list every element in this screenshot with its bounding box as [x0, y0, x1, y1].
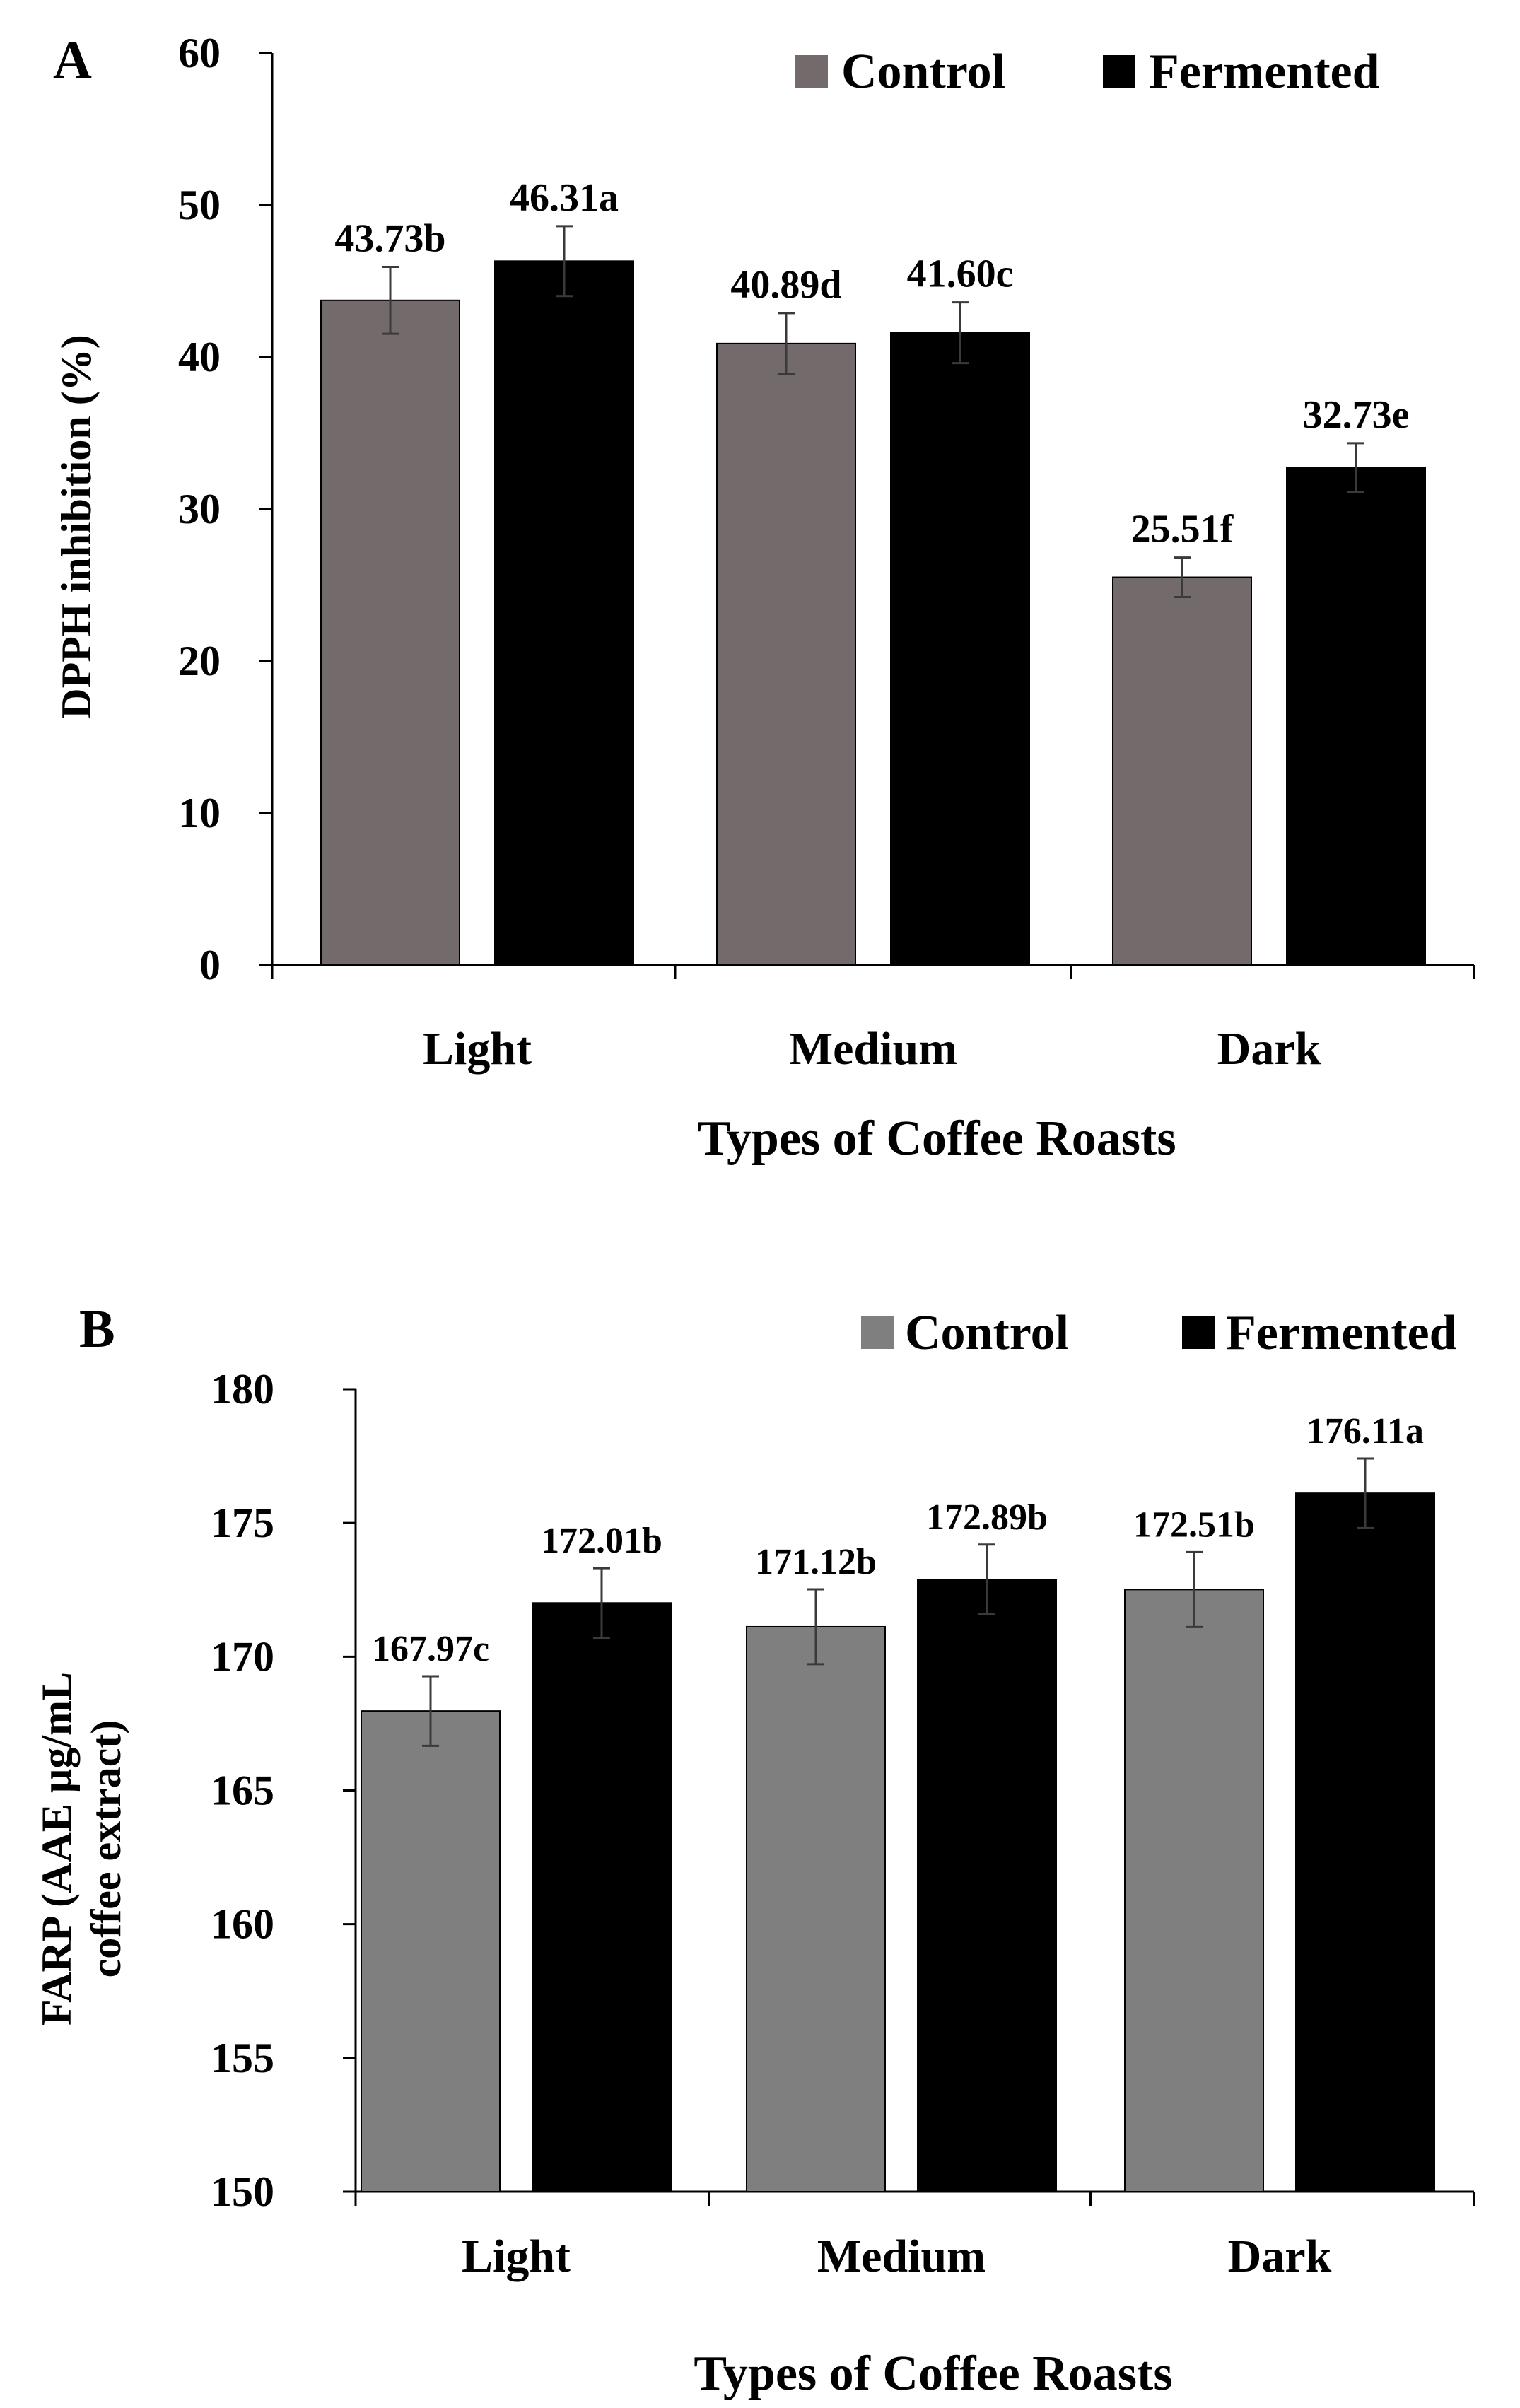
data-label: 172.01b — [541, 1521, 662, 1561]
chart-a-marks — [259, 52, 1475, 979]
bar-control-dark — [1112, 576, 1252, 966]
chart-a-x-categories: Light Medium Dark — [423, 1023, 1321, 1075]
legend-swatch-fermented — [1182, 1316, 1215, 1349]
chart-b-x-axis-title: Types of Coffee Roasts — [694, 2346, 1172, 2401]
x-category-label: Dark — [1217, 1023, 1321, 1075]
x-category-label: Medium — [789, 1023, 957, 1075]
y-tick-label: 150 — [211, 2168, 274, 2215]
x-category-label: Dark — [1228, 2231, 1332, 2282]
legend-swatch-fermented — [1103, 55, 1135, 88]
chart-b-farp: B Control Fermented FARP (AAE µg/mL coff… — [33, 1299, 1475, 2401]
bar-fermented-medium — [917, 1578, 1057, 2193]
chart-b-data-labels: 167.97c 171.12b 172.51b 172.01b 172.89b … — [372, 1411, 1424, 1669]
legend-label-control: Control — [841, 45, 1005, 99]
legend-label-control: Control — [905, 1306, 1069, 1360]
legend-label-fermented: Fermented — [1226, 1306, 1457, 1360]
chart-b-x-categories: Light Medium Dark — [462, 2231, 1332, 2282]
chart-b-y-axis-title-line2: coffee extract) — [83, 1720, 129, 1978]
bar-control-medium — [716, 342, 856, 966]
legend-swatch-control — [795, 55, 828, 88]
y-tick-label: 180 — [211, 1366, 274, 1413]
x-category-label: Light — [462, 2231, 571, 2282]
y-tick-label: 40 — [178, 334, 221, 380]
y-tick-label: 175 — [211, 1500, 274, 1546]
bar-fermented-light — [494, 260, 634, 966]
y-tick-label: 155 — [211, 2035, 274, 2081]
chart-a-y-axis-title: DPPH inhibition (%) — [53, 334, 100, 718]
chart-a-dpph: A Control Fermented DPPH inhibition (%) … — [53, 30, 1475, 1166]
chart-b-marks — [343, 1388, 1475, 2206]
chart-b-y-ticks: 150 155 160 165 170 175 180 — [211, 1366, 274, 2215]
chart-a-legend: Control Fermented — [795, 45, 1380, 99]
bar-fermented-dark — [1286, 467, 1426, 966]
data-label: 172.51b — [1133, 1504, 1255, 1545]
bar-fermented-light — [532, 1602, 672, 2192]
chart-b-legend: Control Fermented — [861, 1306, 1457, 1360]
data-label: 32.73e — [1303, 393, 1410, 437]
bar-fermented-medium — [890, 332, 1030, 966]
y-tick-label: 50 — [178, 182, 221, 228]
chart-a-data-labels: 43.73b 40.89d 25.51f 46.31a 41.60c 32.73… — [334, 176, 1409, 551]
data-label: 43.73b — [334, 217, 445, 261]
data-label: 176.11a — [1306, 1411, 1424, 1451]
bar-control-light — [320, 299, 460, 966]
data-label: 41.60c — [907, 252, 1014, 296]
chart-a-x-axis-title: Types of Coffee Roasts — [697, 1111, 1176, 1166]
x-category-label: Medium — [817, 2231, 986, 2282]
y-tick-label: 165 — [211, 1767, 274, 1814]
y-tick-label: 60 — [178, 30, 221, 76]
y-tick-label: 0 — [199, 942, 221, 988]
panel-b-label: B — [79, 1299, 115, 1359]
bar-control-medium — [746, 1625, 886, 2192]
chart-a-y-ticks: 0 10 20 30 40 50 60 — [178, 30, 221, 988]
bar-fermented-dark — [1295, 1492, 1435, 2192]
y-tick-label: 160 — [211, 1901, 274, 1948]
y-tick-label: 20 — [178, 638, 221, 684]
data-label: 25.51f — [1131, 508, 1234, 551]
bar-control-light — [361, 1710, 501, 2192]
x-category-label: Light — [423, 1023, 532, 1075]
y-tick-label: 30 — [178, 486, 221, 532]
data-label: 167.97c — [372, 1629, 489, 1669]
data-label: 46.31a — [510, 176, 619, 220]
y-tick-label: 170 — [211, 1633, 274, 1680]
bar-control-dark — [1124, 1589, 1264, 2192]
chart-b-y-axis-title-line1: FARP (AAE µg/mL — [33, 1672, 80, 2026]
data-label: 40.89d — [730, 263, 841, 307]
panel-a-label: A — [53, 30, 92, 90]
data-label: 171.12b — [755, 1542, 877, 1582]
legend-label-fermented: Fermented — [1149, 45, 1380, 99]
legend-swatch-control — [861, 1316, 894, 1349]
data-label: 172.89b — [926, 1497, 1048, 1538]
y-tick-label: 10 — [178, 790, 221, 836]
